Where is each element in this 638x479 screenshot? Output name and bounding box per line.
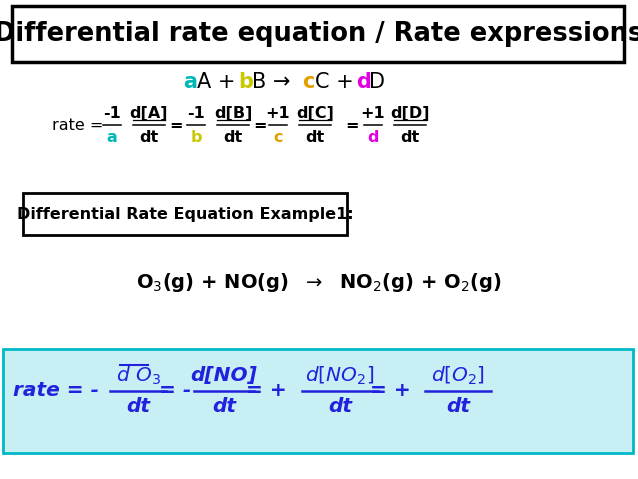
Text: =: = <box>253 117 267 133</box>
Text: dt: dt <box>306 129 325 145</box>
Text: d[B]: d[B] <box>214 105 252 121</box>
Text: dt: dt <box>139 129 159 145</box>
Text: d: d <box>367 129 379 145</box>
FancyBboxPatch shape <box>12 6 624 62</box>
Text: D: D <box>369 72 385 92</box>
Text: c: c <box>302 72 315 92</box>
Text: b: b <box>190 129 202 145</box>
Text: dt: dt <box>223 129 242 145</box>
Text: =: = <box>169 117 182 133</box>
Text: -1: -1 <box>187 105 205 121</box>
Text: =: = <box>345 117 359 133</box>
Text: Differential Rate Equation Example1:: Differential Rate Equation Example1: <box>17 206 353 221</box>
Text: $d\ O_3$: $d\ O_3$ <box>115 365 161 387</box>
Text: C +: C + <box>315 72 360 92</box>
Text: B →: B → <box>252 72 297 92</box>
Text: b: b <box>238 72 253 92</box>
Text: -1: -1 <box>103 105 121 121</box>
Text: rate = -: rate = - <box>13 381 99 400</box>
Text: c: c <box>273 129 283 145</box>
Text: d[D]: d[D] <box>390 105 430 121</box>
Text: a: a <box>107 129 117 145</box>
Text: d[C]: d[C] <box>296 105 334 121</box>
Text: +1: +1 <box>265 105 290 121</box>
Text: dt: dt <box>446 397 470 415</box>
Text: d[NO]: d[NO] <box>191 366 258 386</box>
Text: d: d <box>356 72 371 92</box>
Text: $d[NO_2]$: $d[NO_2]$ <box>306 365 375 387</box>
Text: = -: = - <box>159 381 191 400</box>
Text: dt: dt <box>328 397 352 415</box>
Text: O$_3$(g) + NO(g)  $\rightarrow$  NO$_2$(g) + O$_2$(g): O$_3$(g) + NO(g) $\rightarrow$ NO$_2$(g)… <box>136 272 502 295</box>
Text: = +: = + <box>369 381 410 400</box>
Text: dt: dt <box>212 397 236 415</box>
FancyBboxPatch shape <box>3 349 633 453</box>
FancyBboxPatch shape <box>23 193 347 235</box>
Text: Differential rate equation / Rate expressions: Differential rate equation / Rate expres… <box>0 21 638 47</box>
Text: d[A]: d[A] <box>130 105 168 121</box>
Text: dt: dt <box>126 397 150 415</box>
Text: rate =: rate = <box>52 117 103 133</box>
Text: a: a <box>183 72 197 92</box>
Text: $d[O_2]$: $d[O_2]$ <box>431 365 485 387</box>
Text: A +: A + <box>197 72 242 92</box>
Text: = +: = + <box>246 381 286 400</box>
Text: dt: dt <box>401 129 420 145</box>
Text: +1: +1 <box>360 105 385 121</box>
